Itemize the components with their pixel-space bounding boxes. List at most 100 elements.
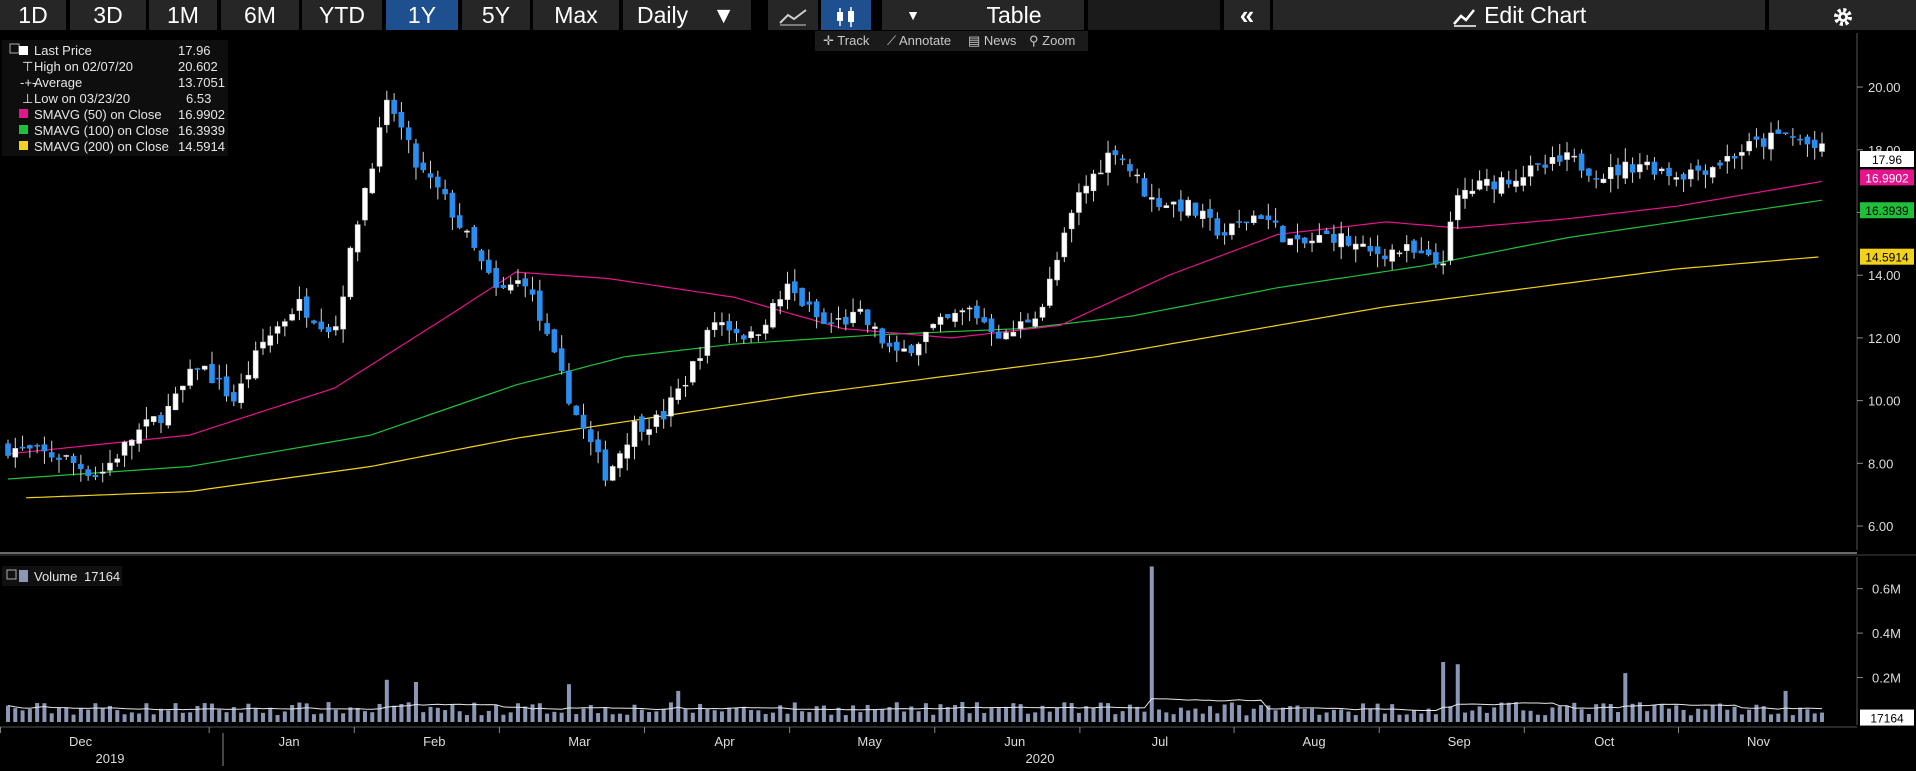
volume-bar [1754, 704, 1759, 722]
candle-down [1666, 167, 1672, 177]
candle-up [252, 350, 259, 379]
volume-bar [778, 705, 783, 722]
volume-bar [1594, 704, 1599, 722]
candle-down [478, 250, 485, 262]
gear-icon[interactable] [1769, 0, 1916, 30]
zoom-tool[interactable]: ⚲ Zoom [1029, 31, 1075, 51]
candle-down [791, 281, 798, 294]
volume-bar [64, 707, 69, 722]
candle-up [653, 414, 660, 427]
volume-bar [1477, 706, 1482, 722]
range-1m-button[interactable]: 1M [149, 0, 217, 30]
volume-bar [1382, 713, 1387, 722]
volume-bar [887, 707, 892, 722]
magnifier-icon: ⚲ [1029, 33, 1039, 48]
track-tool[interactable]: ✛ Track [823, 31, 869, 51]
candle-up [690, 361, 696, 383]
candle-down [660, 411, 667, 420]
volume-bar [1186, 710, 1191, 722]
range-6m-button[interactable]: 6M [221, 0, 299, 30]
range-1d-button[interactable]: 1D [0, 0, 66, 30]
volume-bar [1645, 711, 1650, 722]
candle-down [886, 342, 893, 347]
candle-up [609, 466, 616, 481]
candle-up [1287, 238, 1293, 246]
double-chevron-left-icon[interactable]: « [1224, 0, 1270, 30]
sma50-badge-label: 16.9902 [1865, 171, 1909, 185]
news-tool[interactable]: ▤ News [968, 31, 1016, 51]
range-5y-button[interactable]: 5Y [462, 0, 530, 30]
candle-up [376, 127, 383, 167]
spacer [1088, 0, 1220, 30]
candle-down [1178, 199, 1184, 212]
range-ytd-button[interactable]: YTD [302, 0, 382, 30]
candle-up [1054, 259, 1060, 281]
candle-up [267, 335, 274, 346]
candle-up [333, 326, 339, 331]
sma50-line [7, 180, 1823, 455]
candle-up [1607, 166, 1614, 179]
table-button[interactable]: Table [944, 0, 1084, 30]
volume-bar [1113, 714, 1118, 722]
volume-bar [770, 712, 775, 722]
range-max-button[interactable]: Max [533, 0, 619, 30]
volume-bar [858, 712, 863, 722]
line-chart-icon[interactable] [768, 0, 818, 30]
volume-bar [290, 705, 295, 722]
volume-bar [610, 714, 615, 722]
candle-up [1819, 143, 1825, 152]
edit-chart-button[interactable]: Edit Chart [1273, 0, 1765, 30]
candle-up [850, 311, 856, 324]
sma50-badge [1860, 169, 1914, 186]
volume-bar [931, 714, 936, 722]
candle-down [223, 376, 230, 397]
volume-bar [741, 706, 746, 722]
volume-bar [1069, 703, 1074, 722]
range-1y-button[interactable]: 1Y [386, 0, 458, 30]
candle-down [231, 392, 237, 402]
candle-down [1542, 164, 1548, 168]
candle-up [1688, 169, 1694, 180]
volume-bar [996, 708, 1001, 722]
candle-up [755, 334, 762, 336]
volume-bar [712, 710, 717, 722]
candle-up [180, 385, 186, 391]
frequency-dropdown[interactable]: Daily ▼ [623, 0, 751, 30]
chart-type-dropdown[interactable]: ▼ [882, 0, 944, 30]
range-3d-button[interactable]: 3D [70, 0, 146, 30]
candle-down [522, 278, 529, 287]
chart-subtoolbar: ✛ Track ⟋ Annotate ▤ News ⚲ Zoom [815, 31, 1088, 51]
volume-bar [1521, 710, 1526, 722]
candle-up [631, 421, 638, 447]
volume-bar [639, 709, 644, 722]
candle-up [1352, 243, 1359, 250]
candle-down [1586, 168, 1592, 176]
candle-down [1345, 236, 1352, 246]
candle-down [1214, 218, 1221, 236]
volume-bar [1310, 708, 1315, 722]
candle-down [529, 289, 536, 295]
legend-sma100-value: 16.3939 [178, 123, 225, 138]
candle-up [835, 318, 842, 320]
price-tick-label: 10.00 [1868, 394, 1901, 409]
legend-sma200-value: 14.5914 [178, 139, 225, 154]
volume-bar [1018, 704, 1023, 722]
candle-up [296, 298, 303, 311]
candle-up [1447, 221, 1454, 261]
volume-bar [1674, 705, 1679, 722]
legend-high-label: High on 02/07/20 [34, 59, 133, 74]
candle-down [558, 348, 565, 371]
annotate-tool[interactable]: ⟋ Annotate [887, 31, 951, 51]
volume-bar [923, 703, 928, 722]
month-label: Dec [69, 734, 93, 749]
candle-up [107, 462, 113, 471]
candle-up [150, 416, 157, 423]
candle-down [325, 327, 332, 332]
candle-up [1564, 152, 1570, 160]
month-label: Nov [1747, 734, 1771, 749]
volume-bar [362, 711, 367, 722]
candlestick-icon[interactable] [821, 0, 871, 30]
candle-down [303, 296, 310, 318]
volume-bar [683, 709, 688, 722]
